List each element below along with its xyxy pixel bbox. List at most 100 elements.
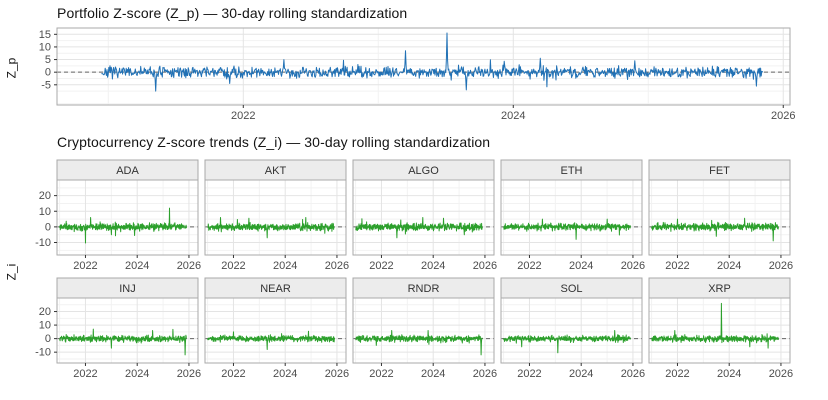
panel-background: [57, 180, 198, 255]
x-tick-label: 2024: [125, 260, 149, 272]
x-tick-label: 2022: [517, 368, 541, 380]
facet-strip-ETH: ETH: [500, 159, 643, 181]
y-tick-label: 15: [39, 29, 51, 41]
x-tick-label: 2022: [369, 368, 393, 380]
series-line-XRP: [651, 302, 779, 349]
facet-label-XRP: XRP: [708, 283, 731, 295]
panel-border: [352, 179, 495, 256]
panel-border: [56, 179, 199, 256]
axis-ticks: 2022 2024 2026: [517, 363, 645, 380]
panel-background: [353, 298, 494, 363]
facet-strip-RNDR: RNDR: [352, 277, 495, 299]
x-tick-label: 2026: [769, 368, 793, 380]
facet-label-AKT: AKT: [265, 165, 287, 177]
axis-ticks: 2022 2024 2026: [221, 363, 349, 380]
facet-strip-NEAR: NEAR: [204, 277, 347, 299]
crypto-facets-chart-title: Cryptocurrency Z-score trends (Z_i) — 30…: [57, 134, 491, 150]
panel-background: [649, 298, 790, 363]
y-tick-label: -5: [41, 79, 51, 91]
facet-label-FET: FET: [709, 165, 730, 177]
facet-strip-XRP: XRP: [648, 277, 791, 299]
facet-strip-SOL: SOL: [500, 277, 643, 299]
x-tick-label: 2026: [621, 260, 645, 272]
facet-strip-FET: FET: [648, 159, 791, 181]
y-tick-label: 0: [45, 333, 51, 345]
axis-ticks: 2022 2024 2026: [369, 255, 497, 272]
x-tick-label: 2026: [621, 368, 645, 380]
y-tick-label: 0: [45, 67, 51, 79]
series-line-RNDR: [355, 330, 483, 356]
x-tick-label: 2024: [569, 368, 593, 380]
y-tick-label: -10: [35, 237, 51, 249]
x-tick-label: 2024: [569, 260, 593, 272]
panel-background: [205, 298, 346, 363]
panel-border: [204, 297, 347, 364]
facet-label-ADA: ADA: [116, 165, 139, 177]
portfolio-chart-title: Portfolio Z-score (Z_p) — 30-day rolling…: [57, 5, 408, 21]
x-tick-label: 2026: [325, 368, 349, 380]
facet-label-INJ: INJ: [119, 283, 136, 295]
series-line-ETH: [503, 218, 631, 240]
x-tick-label: 2026: [177, 260, 201, 272]
x-tick-label: 2024: [421, 368, 445, 380]
panel-border: [648, 297, 791, 364]
series-line-ALGO: [355, 217, 483, 239]
panel-background: [501, 298, 642, 363]
x-tick-label: 2022: [73, 368, 97, 380]
gridlines: [205, 180, 346, 255]
x-tick-label: 2022: [221, 260, 245, 272]
axis-ticks: 2022 2024 2026: [221, 255, 349, 272]
crypto-y-axis-label: Z_i: [4, 263, 19, 281]
x-tick-label: 2024: [717, 260, 741, 272]
x-tick-label: 2026: [769, 260, 793, 272]
facet-strip-INJ: INJ: [56, 277, 199, 299]
series-line-Zp: [101, 32, 764, 92]
axis-ticks: 2022 2024 2026: [665, 255, 793, 272]
facet-label-ETH: ETH: [561, 165, 583, 177]
x-tick-label: 2022: [73, 260, 97, 272]
panel-border: [352, 297, 495, 364]
x-tick-label: 2026: [325, 260, 349, 272]
series-line-FET: [651, 217, 779, 242]
panel-background: [205, 180, 346, 255]
panel-background: [57, 28, 790, 105]
panel-background: [649, 180, 790, 255]
y-tick-label: 10: [39, 41, 51, 53]
gridlines: [57, 180, 198, 255]
y-tick-label: 20: [39, 306, 51, 318]
panel-background: [501, 180, 642, 255]
y-tick-label: 5: [45, 54, 51, 66]
panel-border: [500, 179, 643, 256]
series-line-AKT: [207, 217, 335, 239]
axis-ticks: 2022 2024 2026: [369, 363, 497, 380]
axis-ticks: 2022 2024 2026: [665, 363, 793, 380]
panel-border: [204, 179, 347, 256]
x-tick-label: 2026: [771, 110, 795, 122]
x-tick-label: 2026: [177, 368, 201, 380]
series-line-INJ: [59, 328, 187, 356]
y-tick-label: -10: [35, 347, 51, 359]
x-tick-label: 2024: [273, 368, 297, 380]
x-tick-label: 2022: [517, 260, 541, 272]
x-tick-label: 2024: [125, 368, 149, 380]
facet-strip-ALGO: ALGO: [352, 159, 495, 181]
x-tick-label: 2026: [473, 260, 497, 272]
x-tick-label: 2022: [665, 368, 689, 380]
facet-strip-AKT: AKT: [204, 159, 347, 181]
series-line-ADA: [59, 207, 187, 244]
panel-background: [353, 180, 494, 255]
facet-label-SOL: SOL: [560, 283, 582, 295]
x-tick-label: 2022: [221, 368, 245, 380]
portfolio-y-axis-label: Z_p: [4, 57, 19, 79]
panel-background: [57, 298, 198, 363]
facet-strip-ADA: ADA: [56, 159, 199, 181]
series-line-NEAR: [207, 330, 335, 350]
x-tick-label: 2022: [665, 260, 689, 272]
x-tick-label: 2022: [231, 110, 255, 122]
